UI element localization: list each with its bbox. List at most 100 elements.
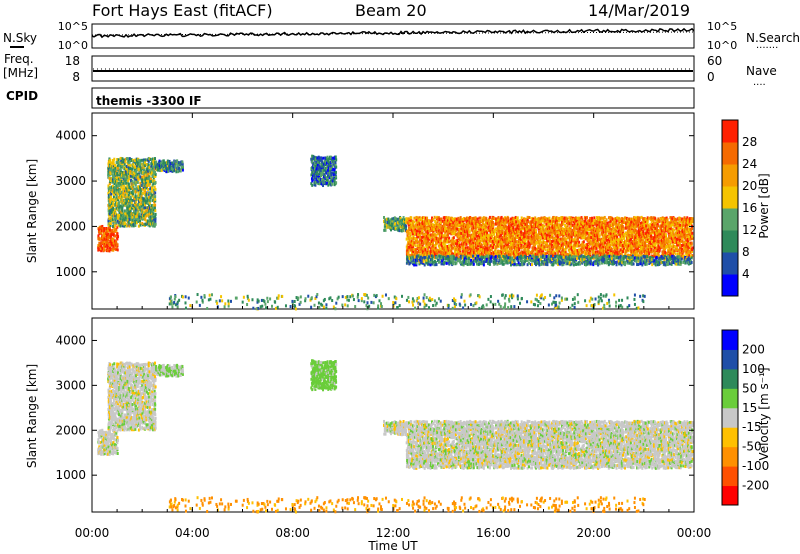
- power-point: [403, 224, 406, 228]
- power-point: [142, 187, 145, 191]
- power-point: [134, 177, 137, 181]
- power-point: [130, 218, 133, 222]
- power-point: [166, 159, 169, 163]
- power-point: [128, 177, 131, 181]
- power-point: [147, 156, 150, 160]
- power-point: [142, 162, 145, 166]
- power-point: [327, 160, 330, 164]
- power-point: [112, 206, 115, 210]
- power-point: [442, 246, 445, 250]
- power-point: [124, 222, 127, 226]
- freq-right-tick-top: 60: [707, 54, 722, 68]
- power-point: [327, 183, 330, 187]
- power-point: [128, 224, 131, 228]
- power-point: [113, 157, 116, 161]
- power-point: [175, 170, 178, 174]
- power-point: [125, 181, 128, 185]
- power-point: [327, 175, 330, 179]
- power-point: [101, 238, 104, 242]
- power-point: [490, 223, 493, 227]
- power-point: [124, 177, 127, 181]
- power-point: [403, 218, 406, 222]
- power-point: [113, 172, 116, 176]
- power-point: [141, 175, 144, 179]
- power-point: [154, 199, 157, 203]
- power-point: [424, 226, 427, 230]
- power-point: [128, 157, 131, 161]
- power-point: [166, 164, 169, 168]
- power-point: [178, 163, 181, 167]
- power-point: [117, 201, 120, 205]
- power-point: [483, 241, 486, 245]
- power-point: [464, 217, 467, 221]
- power-point: [101, 224, 104, 228]
- power-point: [123, 172, 126, 176]
- power-point: [321, 171, 324, 175]
- power-point: [420, 223, 423, 227]
- power-point: [435, 230, 438, 234]
- power-point: [490, 239, 493, 243]
- power-point: [434, 233, 437, 237]
- noise-panel: N.Sky 10^5 10^0 10^5 10^0 N.Search ·····…: [3, 20, 800, 54]
- power-point: [127, 208, 130, 212]
- power-point: [431, 249, 434, 253]
- power-point: [469, 254, 472, 258]
- power-point: [114, 214, 117, 218]
- power-point: [458, 241, 461, 245]
- power-point: [408, 253, 411, 257]
- power-point: [114, 180, 117, 184]
- power-point: [441, 235, 444, 239]
- power-point: [481, 253, 484, 257]
- power-point: [144, 199, 147, 203]
- power-point: [408, 239, 411, 243]
- power-point: [115, 177, 118, 181]
- power-point: [318, 172, 321, 176]
- power-point: [153, 188, 156, 192]
- power-point: [488, 229, 491, 233]
- power-point: [474, 243, 477, 247]
- power-point: [144, 203, 147, 207]
- power-point: [439, 221, 442, 225]
- power-point: [141, 162, 144, 166]
- power-point: [143, 179, 146, 183]
- power-point: [479, 248, 482, 252]
- power-point: [113, 214, 116, 218]
- power-point: [399, 216, 402, 220]
- power-point: [334, 174, 337, 178]
- power-point: [112, 241, 115, 245]
- power-point: [328, 170, 331, 174]
- power-point: [150, 172, 153, 176]
- power-point: [439, 236, 442, 240]
- power-point: [492, 254, 495, 258]
- power-point: [420, 237, 423, 241]
- power-point: [438, 233, 441, 237]
- power-point: [435, 233, 438, 237]
- power-point: [118, 214, 121, 218]
- power-point: [153, 162, 156, 166]
- power-point: [436, 227, 439, 231]
- power-point: [137, 197, 140, 201]
- power-point: [154, 209, 157, 213]
- power-point: [481, 238, 484, 242]
- power-point: [109, 222, 112, 226]
- power-point: [516, 216, 519, 220]
- power-point: [385, 217, 388, 221]
- power-point: [181, 164, 184, 168]
- power-point: [150, 205, 153, 209]
- power-point: [429, 229, 432, 233]
- power-point: [136, 189, 139, 193]
- power-point: [154, 181, 157, 185]
- power-point: [401, 222, 404, 226]
- power-point: [544, 252, 547, 256]
- power-point: [316, 170, 319, 174]
- power-point: [428, 236, 431, 240]
- power-point: [496, 230, 499, 234]
- power-point: [121, 198, 124, 202]
- power-point: [610, 247, 613, 251]
- power-point: [462, 243, 465, 247]
- power-point: [497, 216, 500, 220]
- noise-right-label: N.Search: [746, 31, 800, 45]
- power-point: [152, 224, 155, 228]
- power-point: [122, 183, 125, 187]
- power-point: [115, 174, 118, 178]
